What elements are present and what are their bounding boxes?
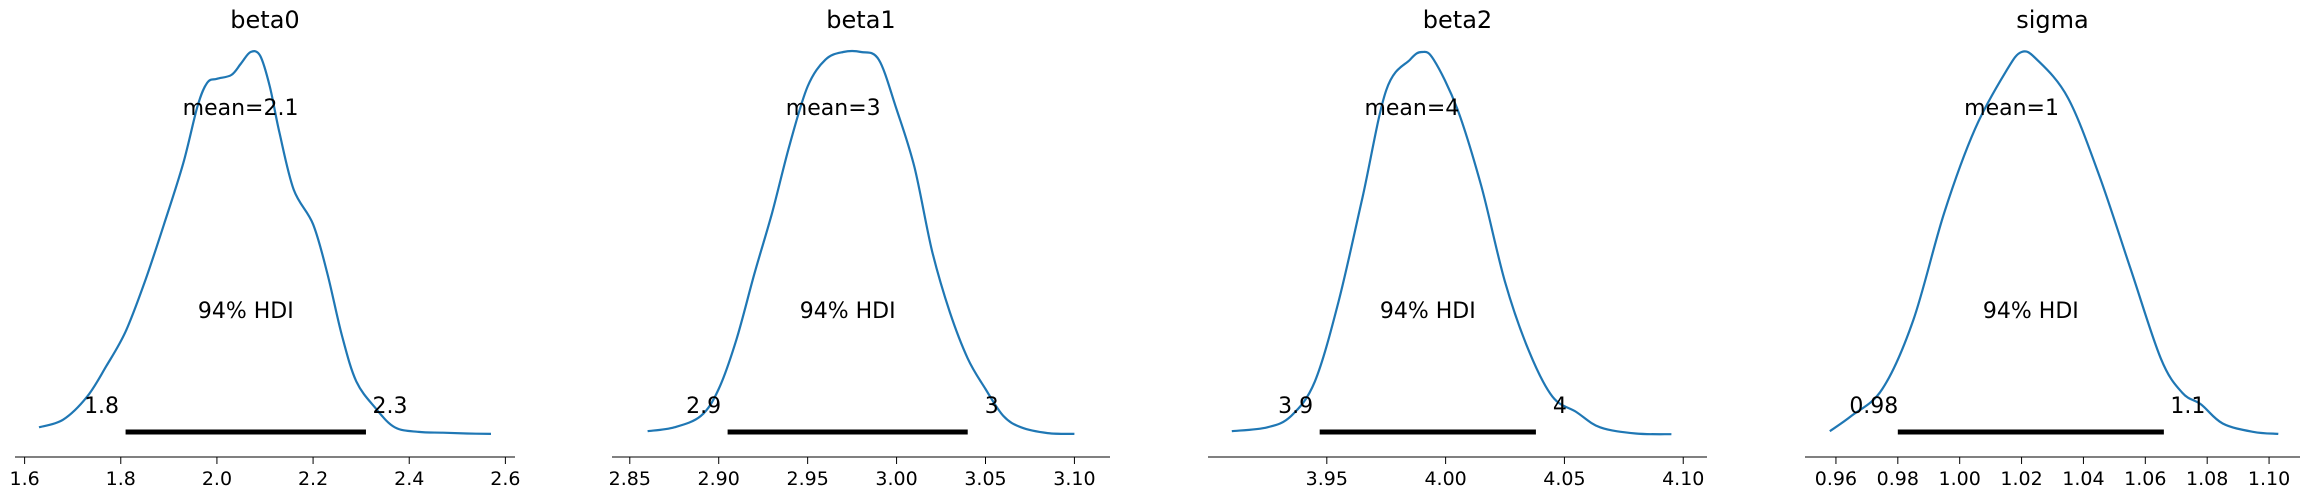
hdi-low-label: 1.8 [84, 394, 119, 419]
panel-title: beta1 [826, 6, 895, 34]
panel-title: beta0 [230, 6, 299, 34]
density-curve [647, 49, 1075, 435]
panel-beta0: beta0 mean=2.1 94% HDI 1.8 2.3 1.6 1.8 2.0 2.2 2.… [10, 6, 521, 490]
mean-label: mean=4 [1364, 96, 1459, 121]
x-tick-label: 1.6 [10, 468, 40, 490]
x-tick-label: 3.05 [964, 468, 1006, 490]
panel-title: beta2 [1423, 6, 1492, 34]
density-curve [1829, 50, 2279, 435]
mean-label: mean=1 [1964, 96, 2059, 121]
panel-title: sigma [2016, 6, 2089, 34]
hdi-high-label: 4 [1553, 394, 1567, 419]
x-tick-label: 3.95 [1306, 468, 1348, 490]
mean-label: mean=3 [786, 96, 881, 121]
x-tick-label: 4.10 [1662, 468, 1704, 490]
x-tick-label: 2.6 [490, 468, 520, 490]
panel-beta2: beta2 mean=4 94% HDI 3.9 4 3.95 4.00 4.05 4.10 [1208, 6, 1707, 490]
x-tick-label: 0.98 [1877, 468, 1919, 490]
x-tick-label: 2.2 [298, 468, 328, 490]
x-tick-label: 1.00 [1939, 468, 1981, 490]
density-curve [38, 50, 492, 435]
x-tick-label: 1.06 [2124, 468, 2166, 490]
x-tick-label: 4.05 [1543, 468, 1585, 490]
hdi-high-label: 1.1 [2170, 394, 2205, 419]
x-tick-label: 2.95 [786, 468, 828, 490]
x-tick-label: 4.00 [1424, 468, 1466, 490]
x-tick-label: 1.10 [2248, 468, 2290, 490]
x-tick-label: 2.90 [698, 468, 740, 490]
x-tick-label: 2.0 [202, 468, 232, 490]
hdi-label: 94% HDI [800, 299, 896, 324]
x-tick-label: 1.04 [2062, 468, 2104, 490]
mean-label: mean=2.1 [183, 96, 299, 121]
x-tick-label: 1.02 [2000, 468, 2042, 490]
hdi-label: 94% HDI [1380, 299, 1476, 324]
hdi-label: 94% HDI [1983, 299, 2079, 324]
density-curve [1231, 50, 1672, 436]
x-tick-label: 2.85 [609, 468, 651, 490]
hdi-label: 94% HDI [198, 299, 294, 324]
x-tick-label: 3.00 [875, 468, 917, 490]
hdi-high-label: 2.3 [372, 394, 407, 419]
panel-sigma: sigma mean=1 94% HDI 0.98 1.1 0.96 0.98 1.00 1.0… [1805, 6, 2300, 490]
hdi-high-label: 3 [985, 394, 999, 419]
hdi-low-label: 0.98 [1849, 394, 1898, 419]
x-tick-label: 2.4 [394, 468, 424, 490]
panel-beta1: beta1 mean=3 94% HDI 2.9 3 2.85 2.90 2.95 3.00 3.… [609, 6, 1110, 490]
hdi-low-label: 2.9 [686, 394, 721, 419]
x-tick-label: 0.96 [1815, 468, 1857, 490]
x-tick-label: 1.8 [106, 468, 136, 490]
x-tick-label: 3.10 [1053, 468, 1095, 490]
hdi-low-label: 3.9 [1278, 394, 1313, 419]
x-tick-label: 1.08 [2186, 468, 2228, 490]
